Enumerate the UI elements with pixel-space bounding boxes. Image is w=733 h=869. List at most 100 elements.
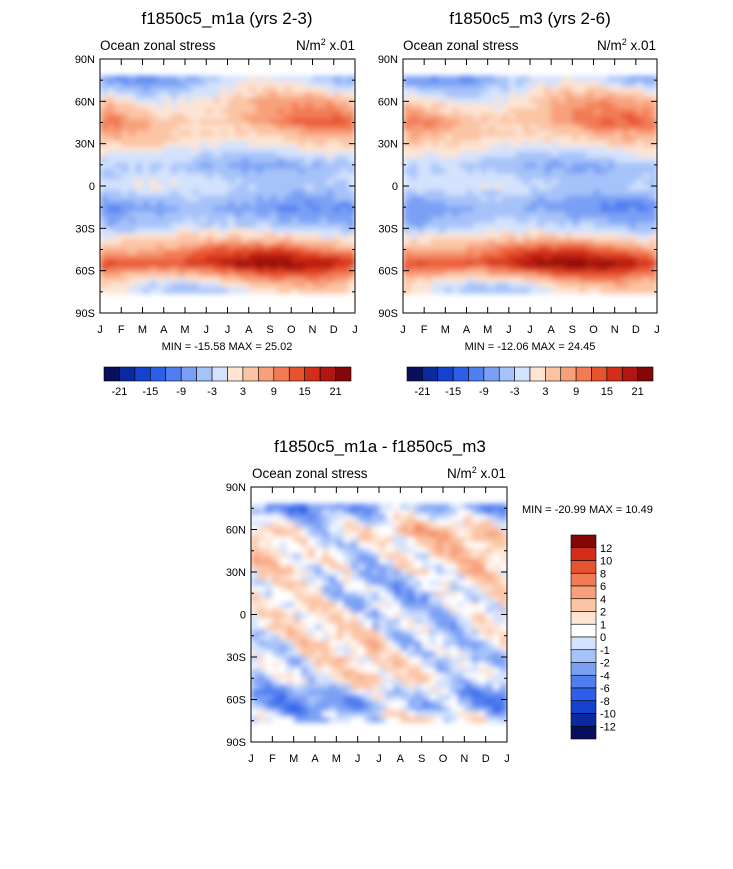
field-cell: [485, 613, 494, 620]
field-cell: [492, 618, 501, 625]
field-cell: [277, 190, 285, 197]
field-cell: [400, 520, 409, 527]
field-cell: [322, 547, 330, 554]
field-cell: [485, 585, 494, 592]
field-cell: [265, 514, 273, 521]
field-cell: [424, 135, 432, 142]
field-cell: [600, 249, 609, 256]
field-cell: [428, 613, 437, 620]
field-cell: [284, 217, 292, 224]
field-cell: [407, 634, 416, 641]
field-cell: [400, 602, 409, 609]
field-cell: [258, 514, 266, 521]
field-cell: [163, 75, 172, 82]
y-tick-label: 90S: [75, 308, 95, 320]
field-cell: [593, 86, 602, 93]
field-cell: [307, 585, 316, 592]
field-cell: [445, 92, 453, 99]
field-cell: [544, 282, 552, 289]
field-cell: [206, 217, 214, 224]
field-cell: [443, 673, 451, 680]
field-cell: [322, 689, 330, 696]
field-cell: [357, 623, 366, 631]
field-cell: [329, 553, 337, 560]
field-cell: [322, 662, 330, 669]
field-cell: [255, 81, 264, 88]
field-cell: [265, 651, 273, 658]
field-cell: [410, 135, 418, 142]
colorbar-label: 21: [329, 386, 341, 398]
field-cell: [149, 238, 158, 245]
field-cell: [329, 509, 337, 516]
field-cell: [100, 103, 108, 110]
field-cell: [156, 162, 165, 169]
field-cell: [480, 75, 489, 82]
field-cell: [450, 662, 458, 669]
field-cell: [293, 602, 302, 609]
field-cell: [326, 81, 335, 88]
field-cell: [565, 86, 573, 93]
field-cell: [255, 271, 264, 278]
field-cell: [312, 244, 321, 251]
field-cell: [410, 228, 418, 235]
field-cell: [443, 645, 451, 652]
field-cell: [445, 151, 453, 159]
field-cell: [537, 222, 545, 229]
field-cell: [466, 260, 475, 267]
field-cell: [600, 233, 609, 240]
field-cell: [265, 580, 273, 587]
field-cell: [298, 244, 307, 251]
field-cell: [350, 574, 359, 581]
field-cell: [522, 75, 531, 82]
field-cell: [586, 151, 595, 159]
field-cell: [471, 602, 480, 609]
field-cell: [319, 233, 328, 240]
field-cell: [220, 249, 229, 256]
field-cell: [445, 287, 453, 294]
field-cell: [227, 162, 236, 169]
field-cell: [199, 266, 207, 273]
field-cell: [251, 542, 259, 549]
field-cell: [417, 97, 425, 104]
field-cell: [307, 623, 316, 631]
field-cell: [300, 607, 309, 614]
field-cell: [565, 249, 573, 256]
field-cell: [135, 238, 144, 245]
field-cell: [272, 640, 281, 647]
field-cell: [185, 222, 193, 229]
field-cell: [329, 520, 337, 527]
field-cell: [319, 97, 328, 104]
field-cell: [400, 607, 409, 614]
field-cell: [649, 135, 657, 142]
field-cell: [586, 260, 595, 267]
field-cell: [340, 119, 349, 126]
field-cell: [284, 119, 292, 126]
field-cell: [386, 651, 394, 658]
field-cell: [107, 86, 115, 93]
colorbar-swatch: [468, 366, 485, 382]
field-cell: [114, 255, 122, 262]
field-cell: [452, 168, 461, 175]
field-cell: [452, 141, 461, 148]
field-cell: [628, 287, 637, 294]
field-cell: [403, 75, 411, 82]
field-cell: [272, 509, 281, 516]
field-cell: [565, 168, 573, 175]
field-cell: [607, 249, 616, 256]
field-cell: [343, 509, 352, 516]
field-cell: [149, 81, 158, 88]
field-cell: [435, 525, 444, 532]
field-cell: [487, 244, 496, 251]
field-cell: [593, 200, 602, 207]
field-cell: [220, 200, 229, 207]
field-cell: [357, 694, 366, 701]
field-cell: [258, 531, 266, 538]
field-cell: [551, 108, 559, 115]
field-cell: [350, 667, 359, 674]
field-cell: [600, 238, 609, 245]
field-cell: [586, 195, 595, 202]
field-cell: [459, 173, 468, 180]
field-cell: [258, 645, 266, 652]
field-cell: [347, 266, 355, 273]
field-cell: [480, 119, 489, 126]
